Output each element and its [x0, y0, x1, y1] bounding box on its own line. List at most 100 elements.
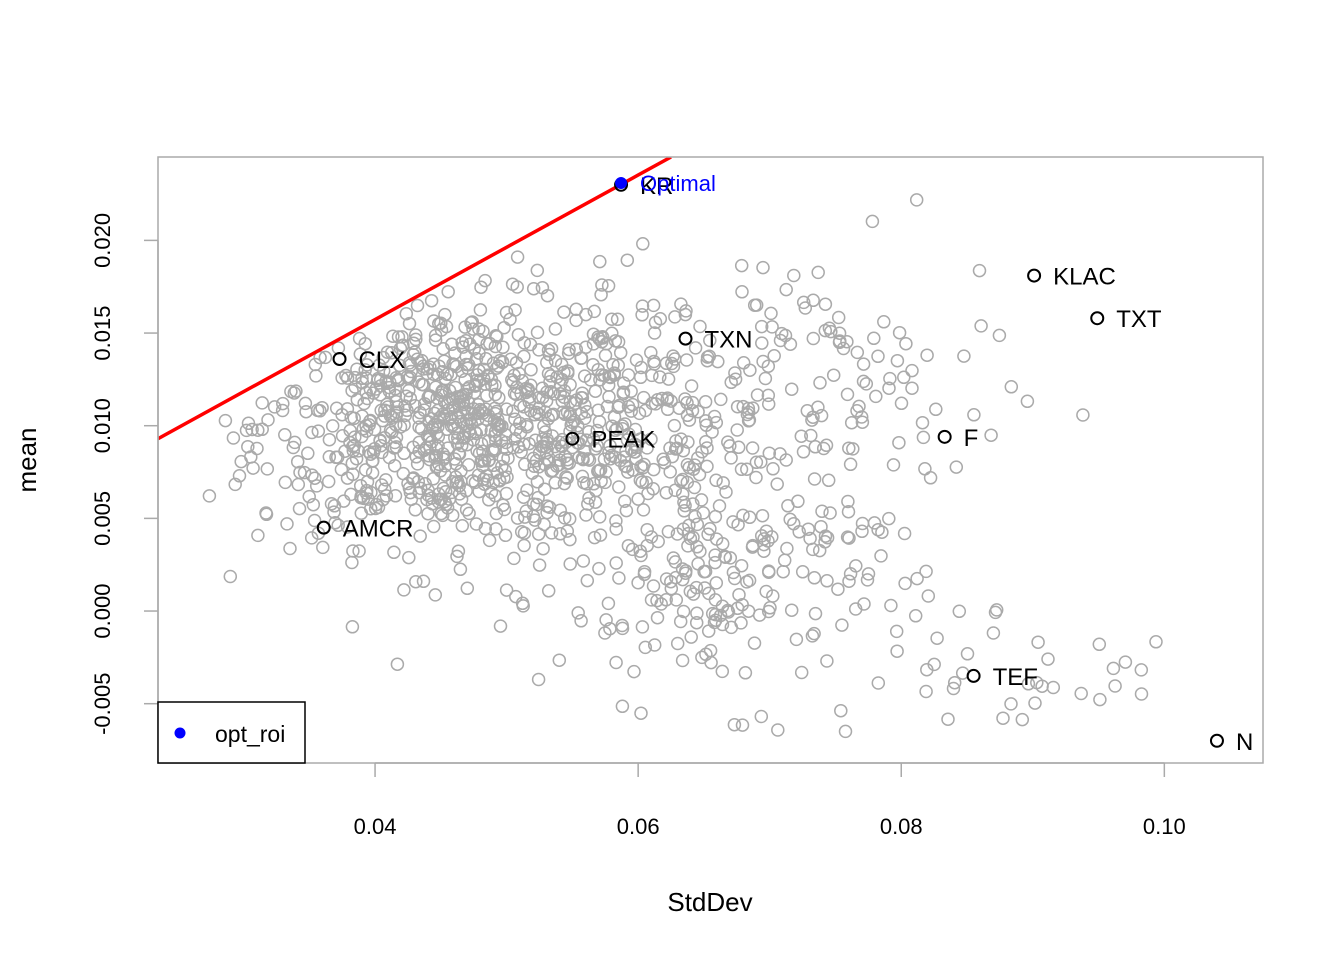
portfolio-point [637, 567, 652, 582]
portfolio-point [255, 396, 269, 410]
portfolio-point [385, 425, 399, 440]
portfolio-point [490, 329, 504, 344]
portfolio-point [580, 404, 594, 419]
portfolio-point [239, 423, 254, 438]
portfolio-point [650, 610, 665, 625]
portfolio-point [489, 404, 504, 419]
portfolio-point [663, 441, 677, 455]
portfolio-point [535, 381, 550, 396]
portfolio-point [960, 647, 975, 661]
portfolio-point [334, 462, 349, 477]
portfolio-point [599, 613, 613, 627]
portfolio-point [709, 473, 723, 488]
portfolio-point [462, 506, 476, 521]
portfolio-point [813, 376, 827, 390]
portfolio-point [423, 360, 437, 375]
portfolio-point [459, 502, 474, 517]
portfolio-point [923, 471, 938, 485]
portfolio-point [328, 516, 342, 530]
portfolio-point [804, 428, 818, 443]
portfolio-point [416, 574, 431, 589]
portfolio-point [1031, 635, 1045, 649]
portfolio-point [735, 718, 750, 732]
portfolio-point [557, 305, 571, 319]
portfolio-point [476, 444, 490, 459]
portfolio-point [587, 477, 601, 491]
portfolio-point [761, 397, 776, 411]
portfolio-point [721, 605, 736, 619]
portfolio-point [840, 530, 855, 544]
portfolio-point [749, 470, 763, 485]
portfolio-point [598, 626, 612, 640]
portfolio-point [621, 538, 636, 553]
portfolio-point [1076, 408, 1090, 422]
portfolio-point [1030, 675, 1044, 690]
portfolio-point [484, 424, 499, 438]
portfolio-point [552, 653, 567, 667]
portfolio-point [730, 423, 744, 437]
portfolio-point [447, 452, 462, 466]
portfolio-point [592, 561, 606, 576]
portfolio-point [610, 421, 624, 436]
portfolio-point [391, 372, 405, 387]
portfolio-point [736, 399, 750, 414]
portfolio-point [449, 359, 464, 374]
portfolio-point [308, 471, 322, 485]
portfolio-point [846, 442, 860, 456]
portfolio-point [506, 375, 520, 389]
portfolio-point [750, 388, 765, 402]
portfolio-point [493, 619, 508, 633]
portfolio-point [677, 504, 691, 518]
portfolio-point [453, 562, 468, 577]
portfolio-point [708, 607, 723, 622]
portfolio-point [540, 385, 554, 399]
portfolio-point [633, 544, 648, 558]
portfolio-point [882, 381, 896, 395]
portfolio-point [507, 368, 521, 383]
portfolio-point [377, 482, 392, 496]
portfolio-point [563, 532, 577, 547]
portfolio-point [730, 399, 745, 414]
portfolio-point [424, 293, 439, 308]
portfolio-point [410, 457, 425, 471]
portfolio-point [694, 493, 709, 507]
portfolio-point [685, 395, 700, 410]
portfolio-point [488, 378, 502, 393]
portfolio-point [941, 712, 955, 726]
portfolio-point [875, 525, 889, 539]
portfolio-point [609, 556, 623, 570]
portfolio-point [647, 326, 662, 340]
portfolio-point [675, 653, 690, 668]
portfolio-point [705, 425, 719, 439]
portfolio-point [712, 499, 727, 513]
portfolio-point [387, 441, 401, 455]
portfolio-point [581, 452, 595, 466]
portfolio-point [728, 366, 742, 380]
portfolio-point [634, 459, 648, 474]
asset-label-txn: TXN [705, 327, 753, 354]
portfolio-point [1028, 696, 1042, 710]
portfolio-point [794, 429, 809, 443]
portfolio-point [259, 506, 273, 520]
portfolio-point [703, 643, 718, 658]
portfolio-point [547, 387, 561, 401]
portfolio-point [779, 282, 793, 297]
portfolio-point [1021, 677, 1036, 691]
portfolio-point [437, 354, 451, 368]
portfolio-point [882, 511, 896, 526]
x-tick-label: 0.04 [354, 814, 397, 839]
y-tick-label: -0.005 [90, 673, 115, 735]
portfolio-point [670, 527, 685, 541]
portfolio-point [551, 444, 566, 459]
portfolio-point [742, 510, 757, 525]
portfolio-point [537, 482, 552, 496]
portfolio-point [761, 564, 776, 578]
portfolio-point [1134, 687, 1149, 701]
portfolio-point [218, 413, 233, 428]
portfolio-point [773, 447, 787, 461]
portfolio-point [684, 630, 698, 644]
portfolio-point [609, 655, 623, 670]
portfolio-point [541, 584, 556, 598]
portfolio-point [659, 593, 673, 607]
portfolio-point [530, 263, 545, 278]
